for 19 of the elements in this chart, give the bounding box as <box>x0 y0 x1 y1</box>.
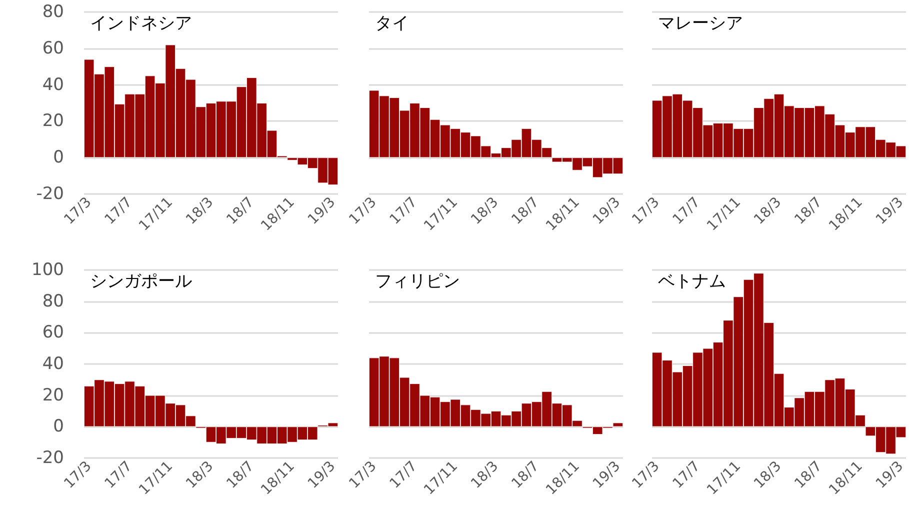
chart-title: シンガポール <box>90 272 192 292</box>
y-tick-label: 100 <box>32 260 64 280</box>
y-tick-label: 0 <box>53 416 64 437</box>
chart-title: ベトナム <box>658 272 726 292</box>
y-tick-label: 60 <box>42 322 64 343</box>
chart-title: フィリピン <box>375 272 460 292</box>
chart-title: タイ <box>375 14 409 34</box>
chart-title: マレーシア <box>658 14 743 34</box>
y-tick-label: 80 <box>42 291 64 312</box>
y-tick-label: 20 <box>42 111 64 132</box>
y-tick-label: 80 <box>42 2 64 22</box>
y-tick-label: 0 <box>53 148 64 168</box>
y-tick-label: 40 <box>42 354 64 374</box>
y-tick-label: -20 <box>36 184 64 204</box>
chart-title: インドネシア <box>90 14 192 34</box>
y-tick-label: -20 <box>36 448 64 468</box>
y-tick-label: 40 <box>42 74 64 95</box>
y-tick-label: 60 <box>42 38 64 58</box>
y-tick-label: 20 <box>42 385 64 406</box>
